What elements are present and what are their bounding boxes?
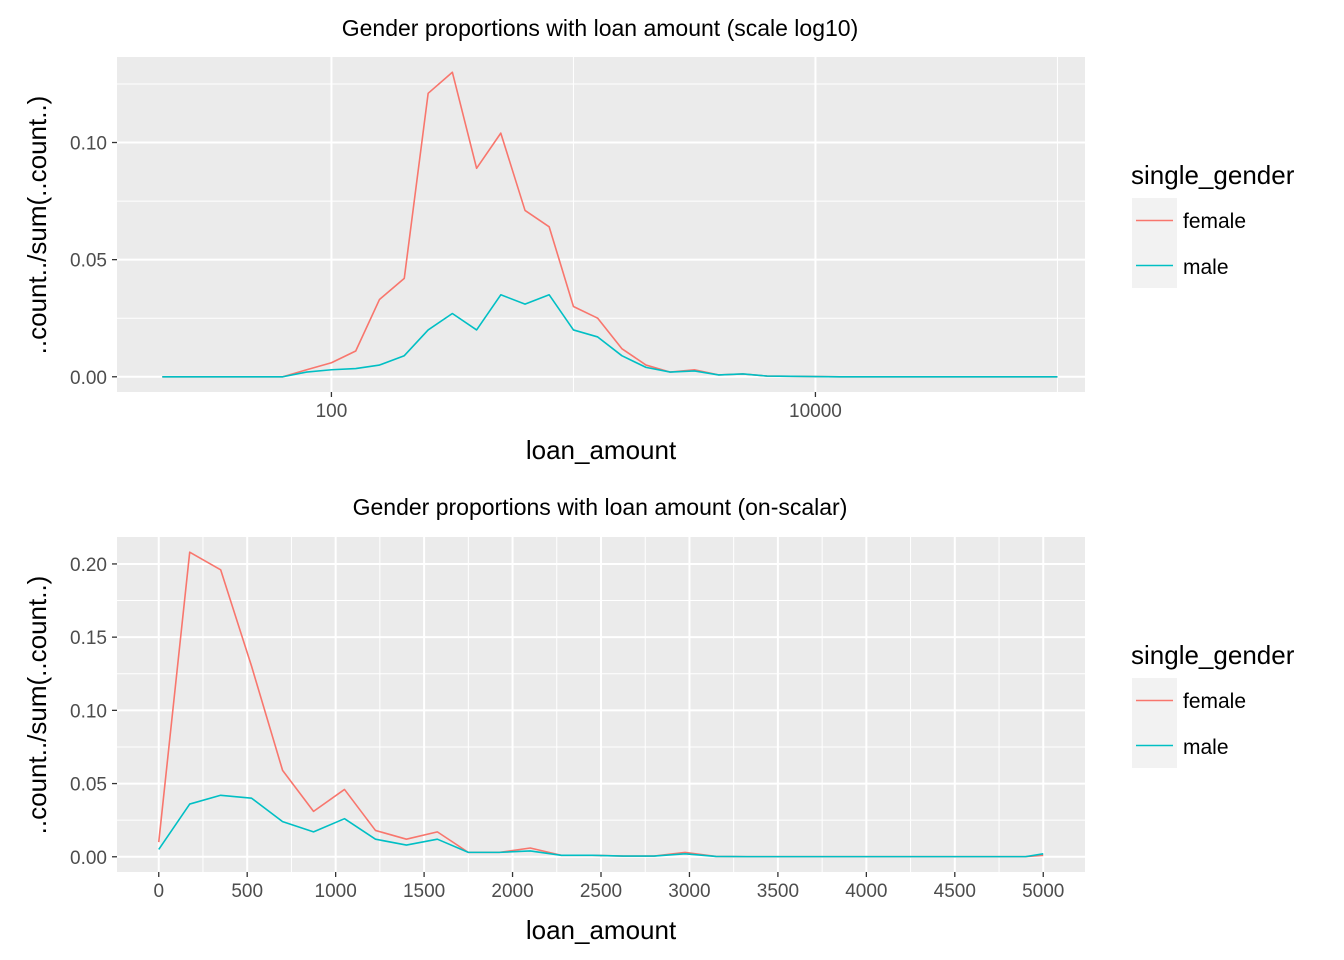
- series-line-male: [162, 293, 1058, 378]
- y-tick-label: 0.15: [70, 628, 107, 649]
- chart-linear: Gender proportions with loan amount (on-…: [22, 494, 1295, 945]
- legend-label-male: male: [1183, 736, 1229, 759]
- x-tick-label: 500: [231, 881, 263, 902]
- x-tick-label: 100: [316, 401, 348, 422]
- chart-log10: Gender proportions with loan amount (sca…: [22, 15, 1295, 465]
- legend-title: single_gender: [1131, 640, 1295, 670]
- x-axis: 100 10000: [316, 392, 842, 422]
- y-tick-label: 0.00: [70, 368, 107, 389]
- x-axis-title: loan_amount: [526, 435, 677, 465]
- y-axis-title: ..count../sum(..count..): [22, 96, 52, 355]
- legend-label-female: female: [1183, 690, 1246, 713]
- x-tick-label: 3000: [668, 881, 710, 902]
- minor-gridlines: [117, 57, 1085, 392]
- series-line-male: [158, 794, 1044, 858]
- plot-panel: [117, 57, 1085, 392]
- series-lines: [162, 71, 1058, 378]
- x-tick-label: 2500: [580, 881, 622, 902]
- x-tick-label: 4000: [845, 881, 887, 902]
- legend-title: single_gender: [1131, 160, 1295, 190]
- legend: single_gender female male: [1131, 160, 1295, 288]
- x-axis: 0 500 1000 1500 2000 2500 3000 3500 4000 4500 5000: [153, 872, 1064, 902]
- y-tick-label: 0.20: [70, 555, 107, 576]
- y-tick-label: 0.00: [70, 848, 107, 869]
- y-tick-label: 0.10: [70, 701, 107, 722]
- legend-label-male: male: [1183, 256, 1229, 279]
- y-axis: 0.00 0.05 0.10: [70, 134, 117, 389]
- y-axis-title: ..count../sum(..count..): [22, 576, 52, 835]
- x-tick-label: 3500: [757, 881, 799, 902]
- y-tick-label: 0.10: [70, 134, 107, 155]
- chart-title: Gender proportions with loan amount (on-…: [353, 494, 848, 520]
- x-tick-label: 1500: [403, 881, 445, 902]
- x-tick-label: 1000: [315, 881, 357, 902]
- x-tick-label: 2000: [491, 881, 533, 902]
- y-axis: 0.00 0.05 0.10 0.15 0.20: [70, 555, 117, 869]
- y-tick-label: 0.05: [70, 251, 107, 272]
- series-lines: [157, 551, 1044, 858]
- y-tick-label: 0.05: [70, 775, 107, 796]
- legend: single_gender female male: [1131, 640, 1295, 768]
- legend-label-female: female: [1183, 210, 1246, 233]
- chart-title: Gender proportions with loan amount (sca…: [342, 15, 859, 41]
- x-axis-title: loan_amount: [526, 915, 677, 945]
- x-tick-label: 10000: [789, 401, 842, 422]
- x-tick-label: 5000: [1022, 881, 1064, 902]
- x-tick-label: 4500: [934, 881, 976, 902]
- x-tick-label: 0: [153, 881, 164, 902]
